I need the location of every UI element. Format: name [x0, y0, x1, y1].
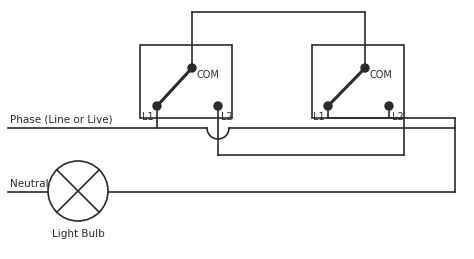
Text: L1: L1 — [313, 112, 325, 122]
Text: Neutral: Neutral — [10, 179, 49, 189]
Text: COM: COM — [370, 70, 393, 80]
Circle shape — [153, 102, 161, 110]
Circle shape — [214, 102, 222, 110]
Bar — [140, 45, 232, 118]
Text: L2: L2 — [221, 112, 233, 122]
Circle shape — [324, 102, 332, 110]
Circle shape — [361, 64, 369, 72]
Circle shape — [385, 102, 393, 110]
Circle shape — [48, 161, 108, 221]
Text: L2: L2 — [392, 112, 404, 122]
Text: COM: COM — [197, 70, 220, 80]
Text: Phase (Line or Live): Phase (Line or Live) — [10, 115, 113, 125]
Circle shape — [188, 64, 196, 72]
Text: Light Bulb: Light Bulb — [52, 229, 104, 239]
Text: L1: L1 — [142, 112, 154, 122]
Bar — [312, 45, 404, 118]
